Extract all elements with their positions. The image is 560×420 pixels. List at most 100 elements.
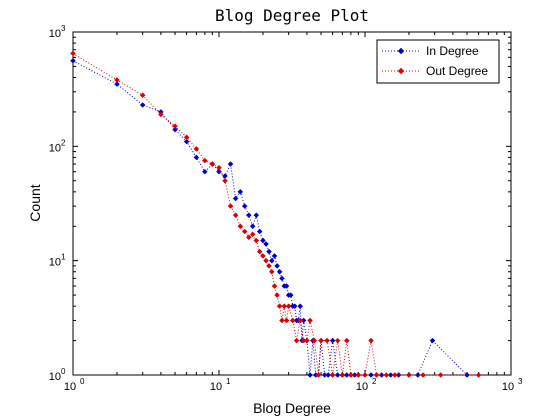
data-point-out-degree bbox=[324, 337, 330, 344]
data-point-out-degree bbox=[293, 337, 300, 344]
y-tick-exponent: 2 bbox=[61, 138, 66, 147]
x-tick-exponent: 1 bbox=[226, 377, 231, 386]
data-point-in-degree bbox=[283, 283, 290, 289]
data-series bbox=[70, 50, 482, 378]
data-point-in-degree bbox=[325, 372, 332, 378]
data-point-out-degree bbox=[172, 123, 178, 130]
data-point-out-degree bbox=[283, 317, 290, 324]
data-point-out-degree bbox=[266, 263, 272, 269]
data-point-in-degree bbox=[201, 168, 208, 175]
data-point-in-degree bbox=[291, 303, 298, 310]
y-tick-label: 10 bbox=[49, 257, 61, 269]
data-point-out-degree bbox=[391, 372, 398, 378]
data-point-out-degree bbox=[362, 372, 368, 378]
data-point-in-degree bbox=[414, 372, 421, 378]
data-point-in-degree bbox=[268, 257, 275, 264]
data-point-in-degree bbox=[139, 102, 146, 108]
data-point-out-degree bbox=[437, 372, 444, 378]
data-point-out-degree bbox=[276, 303, 283, 310]
data-point-in-degree bbox=[114, 81, 120, 87]
data-point-in-degree bbox=[297, 303, 304, 310]
data-point-in-degree bbox=[232, 195, 239, 202]
data-point-out-degree bbox=[256, 248, 263, 255]
data-point-out-degree bbox=[249, 231, 256, 238]
y-tick-exponent: 1 bbox=[61, 253, 66, 262]
data-point-out-degree bbox=[222, 177, 228, 184]
data-point-out-degree bbox=[297, 317, 304, 324]
data-point-out-degree bbox=[311, 337, 318, 344]
data-point-out-degree bbox=[271, 283, 278, 289]
data-point-out-degree bbox=[260, 253, 266, 259]
x-tick-label: 10 bbox=[356, 381, 368, 393]
data-point-out-degree bbox=[245, 234, 252, 241]
data-point-out-degree bbox=[209, 161, 216, 167]
data-point-out-degree bbox=[289, 317, 296, 324]
data-point-in-degree bbox=[429, 337, 436, 344]
legend-marker-out-degree bbox=[397, 67, 405, 75]
data-point-in-degree bbox=[260, 237, 266, 244]
data-point-out-degree bbox=[285, 303, 292, 310]
data-point-out-degree bbox=[315, 372, 322, 378]
data-point-out-degree bbox=[383, 372, 390, 378]
legend: In Degree Out Degree bbox=[376, 39, 500, 84]
legend-box bbox=[376, 39, 500, 84]
legend-label-out-degree: Out Degree bbox=[426, 64, 488, 78]
data-point-in-degree bbox=[256, 228, 263, 235]
data-point-in-degree bbox=[334, 372, 341, 378]
data-point-out-degree bbox=[263, 257, 269, 264]
y-tick-label: 10 bbox=[49, 28, 61, 40]
data-point-out-degree bbox=[274, 292, 280, 298]
data-point-out-degree bbox=[193, 146, 200, 152]
x-axis-label: Blog Degree bbox=[253, 400, 331, 416]
data-point-in-degree bbox=[307, 372, 313, 378]
data-point-in-degree bbox=[227, 161, 234, 167]
data-point-out-degree bbox=[227, 203, 234, 209]
data-point-out-degree bbox=[339, 372, 346, 378]
chart-title: Blog Degree Plot bbox=[215, 6, 369, 25]
axis-ticks: 10 0 10 1 10 2 10 310 010 110 210 3 bbox=[49, 24, 523, 393]
y-tick-exponent: 0 bbox=[61, 367, 66, 376]
data-point-out-degree bbox=[139, 92, 146, 99]
x-tick-label: 10 bbox=[502, 381, 514, 393]
data-point-in-degree bbox=[237, 188, 244, 195]
data-point-in-degree bbox=[172, 126, 178, 133]
data-point-in-degree bbox=[193, 154, 200, 161]
legend-marker-in-degree bbox=[397, 47, 405, 55]
data-point-out-degree bbox=[253, 237, 260, 244]
data-point-out-degree bbox=[347, 372, 354, 378]
data-point-in-degree bbox=[263, 241, 269, 247]
data-point-in-degree bbox=[253, 212, 260, 219]
data-point-out-degree bbox=[183, 134, 190, 141]
data-point-out-degree bbox=[281, 303, 288, 310]
data-point-in-degree bbox=[245, 212, 252, 219]
y-tick-label: 10 bbox=[49, 371, 61, 383]
data-point-out-degree bbox=[318, 337, 324, 344]
data-point-in-degree bbox=[70, 57, 76, 64]
data-point-out-degree bbox=[406, 372, 412, 378]
data-point-out-degree bbox=[475, 372, 482, 378]
x-tick-exponent: 2 bbox=[372, 377, 377, 386]
data-point-in-degree bbox=[279, 275, 285, 282]
plot-area bbox=[72, 31, 512, 376]
data-point-in-degree bbox=[241, 203, 248, 209]
data-point-out-degree bbox=[279, 317, 285, 324]
data-point-in-degree bbox=[276, 268, 283, 275]
data-point-out-degree bbox=[307, 317, 313, 324]
data-point-out-degree bbox=[216, 164, 222, 171]
data-point-out-degree bbox=[304, 337, 310, 344]
data-point-in-degree bbox=[387, 372, 394, 378]
data-point-out-degree bbox=[114, 77, 120, 83]
data-point-out-degree bbox=[420, 372, 426, 378]
data-point-out-degree bbox=[268, 268, 275, 275]
data-point-in-degree bbox=[249, 223, 256, 230]
data-point-in-degree bbox=[378, 372, 385, 378]
data-point-in-degree bbox=[183, 138, 190, 145]
data-point-in-degree bbox=[216, 168, 222, 175]
y-tick-label: 10 bbox=[49, 142, 61, 154]
x-tick-label: 10 bbox=[210, 381, 222, 393]
data-point-out-degree bbox=[241, 228, 248, 235]
data-point-out-degree bbox=[355, 372, 362, 378]
data-point-in-degree bbox=[329, 337, 336, 344]
data-point-out-degree bbox=[237, 223, 244, 230]
